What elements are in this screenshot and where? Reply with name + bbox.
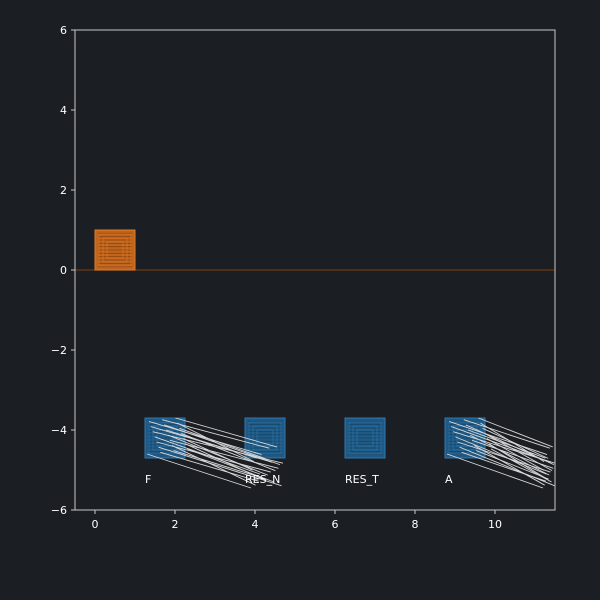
- box-RES_N-inner: [248, 421, 282, 455]
- bundle-A-line: [482, 427, 549, 459]
- bundle-F-line: [162, 419, 270, 449]
- bundle-A-line: [448, 421, 548, 455]
- bundle-F-line: [169, 439, 279, 469]
- x-tick-label: 2: [172, 518, 179, 531]
- box-RES_N-inner: [256, 429, 274, 447]
- box-F-label: F: [145, 473, 151, 486]
- bundle-F-line: [175, 417, 278, 448]
- bundle-F-line: [158, 446, 282, 487]
- orange-box: [94, 229, 136, 271]
- bundle-F-line: [154, 436, 261, 475]
- bundle-A-line: [455, 436, 547, 475]
- box-RES_T: [344, 417, 386, 459]
- bundle-A-line: [465, 424, 555, 466]
- box-RES_T-inner: [348, 421, 382, 455]
- bundle-A-line: [446, 453, 544, 489]
- bundle-F-line: [160, 451, 259, 482]
- y-tick-label: −2: [51, 344, 67, 357]
- y-tick-label: 6: [60, 24, 67, 37]
- bundle-A-line: [486, 438, 544, 471]
- box-A-label: A: [445, 473, 453, 486]
- bundle-A-line: [476, 450, 549, 480]
- box-A-inner: [452, 425, 478, 451]
- x-tick-label: 4: [252, 518, 259, 531]
- bundle-F-line: [148, 420, 262, 455]
- x-tick-label: 0: [92, 518, 99, 531]
- box-RES_T-label: RES_T: [345, 473, 379, 486]
- bundle-A: [446, 417, 555, 489]
- bundle-A-line: [490, 448, 552, 483]
- orange-box-inner: [106, 241, 124, 259]
- bundle-A-line: [478, 417, 553, 448]
- labels-layer: F RES_N RES_T A: [145, 473, 453, 486]
- orange-box-inner: [98, 233, 132, 267]
- bundle-F-line: [186, 448, 275, 483]
- axes-layer: 0 2 4 6 8 10 −6 −4 −2 0 2 4 6: [51, 24, 556, 531]
- bundle-F-line: [171, 445, 256, 486]
- bundle-F: [146, 417, 284, 489]
- boxes-layer: [75, 229, 555, 459]
- bundle-F-line: [156, 441, 271, 473]
- bundle-F-line: [173, 450, 267, 480]
- bundle-F-line: [150, 426, 273, 463]
- x-tick-label: 10: [488, 518, 502, 531]
- bundle-A-line: [451, 426, 552, 463]
- bundle-F-line: [177, 422, 255, 463]
- bundle-A-line: [459, 446, 555, 487]
- bundle-A-line: [463, 419, 550, 449]
- orange-box-inner: [102, 237, 128, 263]
- bundle-A-line: [469, 434, 550, 476]
- y-tick-label: 0: [60, 264, 67, 277]
- y-tick-label: −6: [51, 504, 67, 517]
- bundle-A-line: [467, 429, 546, 459]
- bundle-F-line: [146, 453, 252, 489]
- lines-layer: [146, 417, 555, 489]
- box-RES_T-inner: [352, 425, 378, 451]
- y-tick-label: 2: [60, 184, 67, 197]
- y-tick-label: −4: [51, 424, 67, 437]
- y-tick-label: 4: [60, 104, 67, 117]
- box-RES_N-inner: [252, 425, 278, 451]
- x-tick-label: 8: [412, 518, 419, 531]
- box-RES_N: [244, 417, 286, 459]
- bundle-F-line: [167, 434, 268, 476]
- x-tick-label: 6: [332, 518, 339, 531]
- box-RES_N-label: RES_N: [245, 473, 280, 486]
- box-RES_T-inner: [356, 429, 374, 447]
- bundle-A-line: [474, 445, 545, 486]
- box-A-inner: [448, 421, 482, 455]
